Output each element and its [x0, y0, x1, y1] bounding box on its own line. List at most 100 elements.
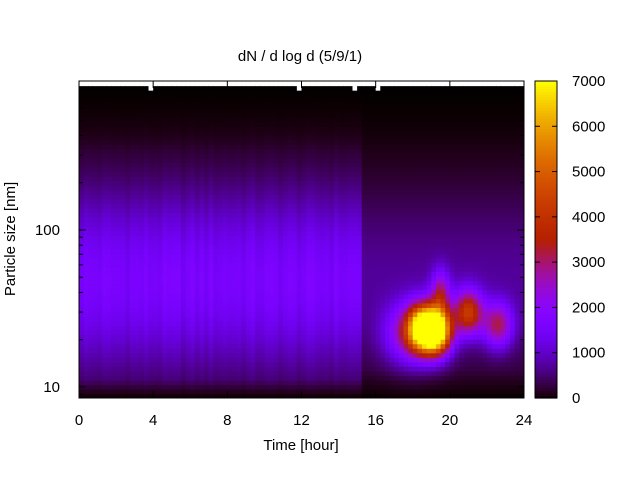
heatmap-cell: [148, 266, 154, 272]
heatmap-cell: [134, 126, 140, 132]
heatmap-cell: [83, 171, 89, 177]
heatmap-cell: [269, 244, 275, 250]
heatmap-cell: [83, 148, 89, 155]
heatmap-cell: [338, 117, 344, 123]
heatmap-cell: [153, 379, 159, 386]
heatmap-cell: [357, 108, 363, 114]
heatmap-cell: [194, 234, 201, 241]
heatmap-cell: [315, 334, 321, 340]
heatmap-cell: [333, 375, 340, 381]
heatmap-cell: [352, 298, 358, 304]
heatmap-cell: [398, 90, 405, 96]
heatmap-cell: [361, 198, 367, 204]
heatmap-cell: [79, 379, 85, 386]
heatmap-cell: [106, 325, 113, 331]
heatmap-cell: [259, 298, 266, 304]
heatmap-cell: [120, 370, 126, 376]
heatmap-cell: [97, 126, 103, 132]
heatmap-cell: [139, 207, 145, 213]
heatmap-cell: [120, 198, 126, 204]
heatmap-cell: [301, 194, 307, 200]
heatmap-cell: [139, 225, 145, 232]
heatmap-cell: [208, 230, 215, 236]
heatmap-cell: [134, 85, 140, 91]
heatmap-cell: [347, 271, 354, 277]
heatmap-cell: [111, 289, 117, 295]
heatmap-cell: [231, 284, 238, 290]
heatmap-cell: [79, 393, 85, 398]
heatmap-cell: [167, 230, 173, 236]
heatmap-cell: [180, 112, 187, 118]
heatmap-cell: [357, 307, 363, 313]
heatmap-cell: [241, 375, 247, 381]
heatmap-cell: [384, 108, 391, 114]
heatmap-cell: [227, 361, 233, 367]
heatmap-cell: [139, 239, 145, 245]
heatmap-cell: [255, 167, 261, 173]
heatmap-cell: [88, 171, 94, 177]
heatmap-cell: [157, 370, 164, 376]
heatmap-cell: [250, 167, 256, 173]
heatmap-cell: [88, 289, 94, 295]
heatmap-cell: [129, 379, 136, 386]
heatmap-cell: [333, 212, 340, 218]
heatmap-cell: [167, 262, 173, 268]
heatmap-cell: [227, 384, 233, 390]
heatmap-cell: [194, 293, 201, 299]
heatmap-cell: [231, 216, 238, 222]
heatmap-cell: [194, 339, 201, 345]
heatmap-cell: [111, 302, 117, 309]
heatmap-cell: [204, 393, 210, 398]
heatmap-cell: [116, 153, 122, 159]
heatmap-cell: [371, 144, 377, 150]
heatmap-cell: [380, 198, 386, 204]
heatmap-cell: [273, 275, 279, 281]
heatmap-cell: [343, 148, 349, 155]
heatmap-cell: [106, 139, 113, 145]
heatmap-cell: [264, 379, 270, 386]
heatmap-cell: [296, 253, 303, 259]
heatmap-cell: [343, 90, 349, 96]
heatmap-cell: [111, 334, 117, 340]
heatmap-cell: [79, 117, 85, 123]
heatmap-cell: [245, 176, 252, 182]
heatmap-cell: [162, 108, 168, 114]
heatmap-cell: [116, 262, 122, 268]
heatmap-cell: [403, 321, 409, 327]
heatmap-cell: [264, 94, 270, 100]
heatmap-cell: [282, 221, 289, 227]
heatmap-cell: [250, 180, 256, 186]
heatmap-cell: [167, 112, 173, 118]
heatmap-cell: [361, 167, 367, 173]
heatmap-cell: [338, 216, 344, 222]
heatmap-cell: [255, 262, 261, 268]
heatmap-cell: [134, 162, 140, 168]
heatmap-cell: [167, 388, 173, 395]
heatmap-cell: [278, 230, 284, 236]
heatmap-cell: [167, 162, 173, 168]
heatmap-cell: [310, 216, 317, 222]
heatmap-cell: [296, 198, 303, 204]
heatmap-cell: [245, 316, 252, 322]
heatmap-cell: [380, 126, 386, 132]
heatmap-cell: [97, 225, 103, 232]
heatmap-cell: [180, 244, 187, 250]
heatmap-cell: [333, 271, 340, 277]
heatmap-cell: [236, 225, 242, 232]
heatmap-cell: [106, 348, 113, 354]
heatmap-cell: [222, 384, 228, 390]
heatmap-cell: [371, 357, 377, 363]
heatmap-cell: [116, 253, 122, 259]
heatmap-cell: [333, 339, 340, 345]
heatmap-cell: [282, 103, 289, 109]
heatmap-cell: [236, 298, 242, 304]
heatmap-cell: [324, 257, 330, 263]
heatmap-cell: [111, 162, 117, 168]
heatmap-cell: [366, 207, 372, 213]
heatmap-cell: [357, 94, 363, 100]
heatmap-cell: [227, 117, 233, 123]
heatmap-cell: [167, 311, 173, 318]
heatmap-cell: [134, 108, 140, 114]
heatmap-cell: [92, 112, 99, 118]
heatmap-cell: [102, 388, 108, 395]
